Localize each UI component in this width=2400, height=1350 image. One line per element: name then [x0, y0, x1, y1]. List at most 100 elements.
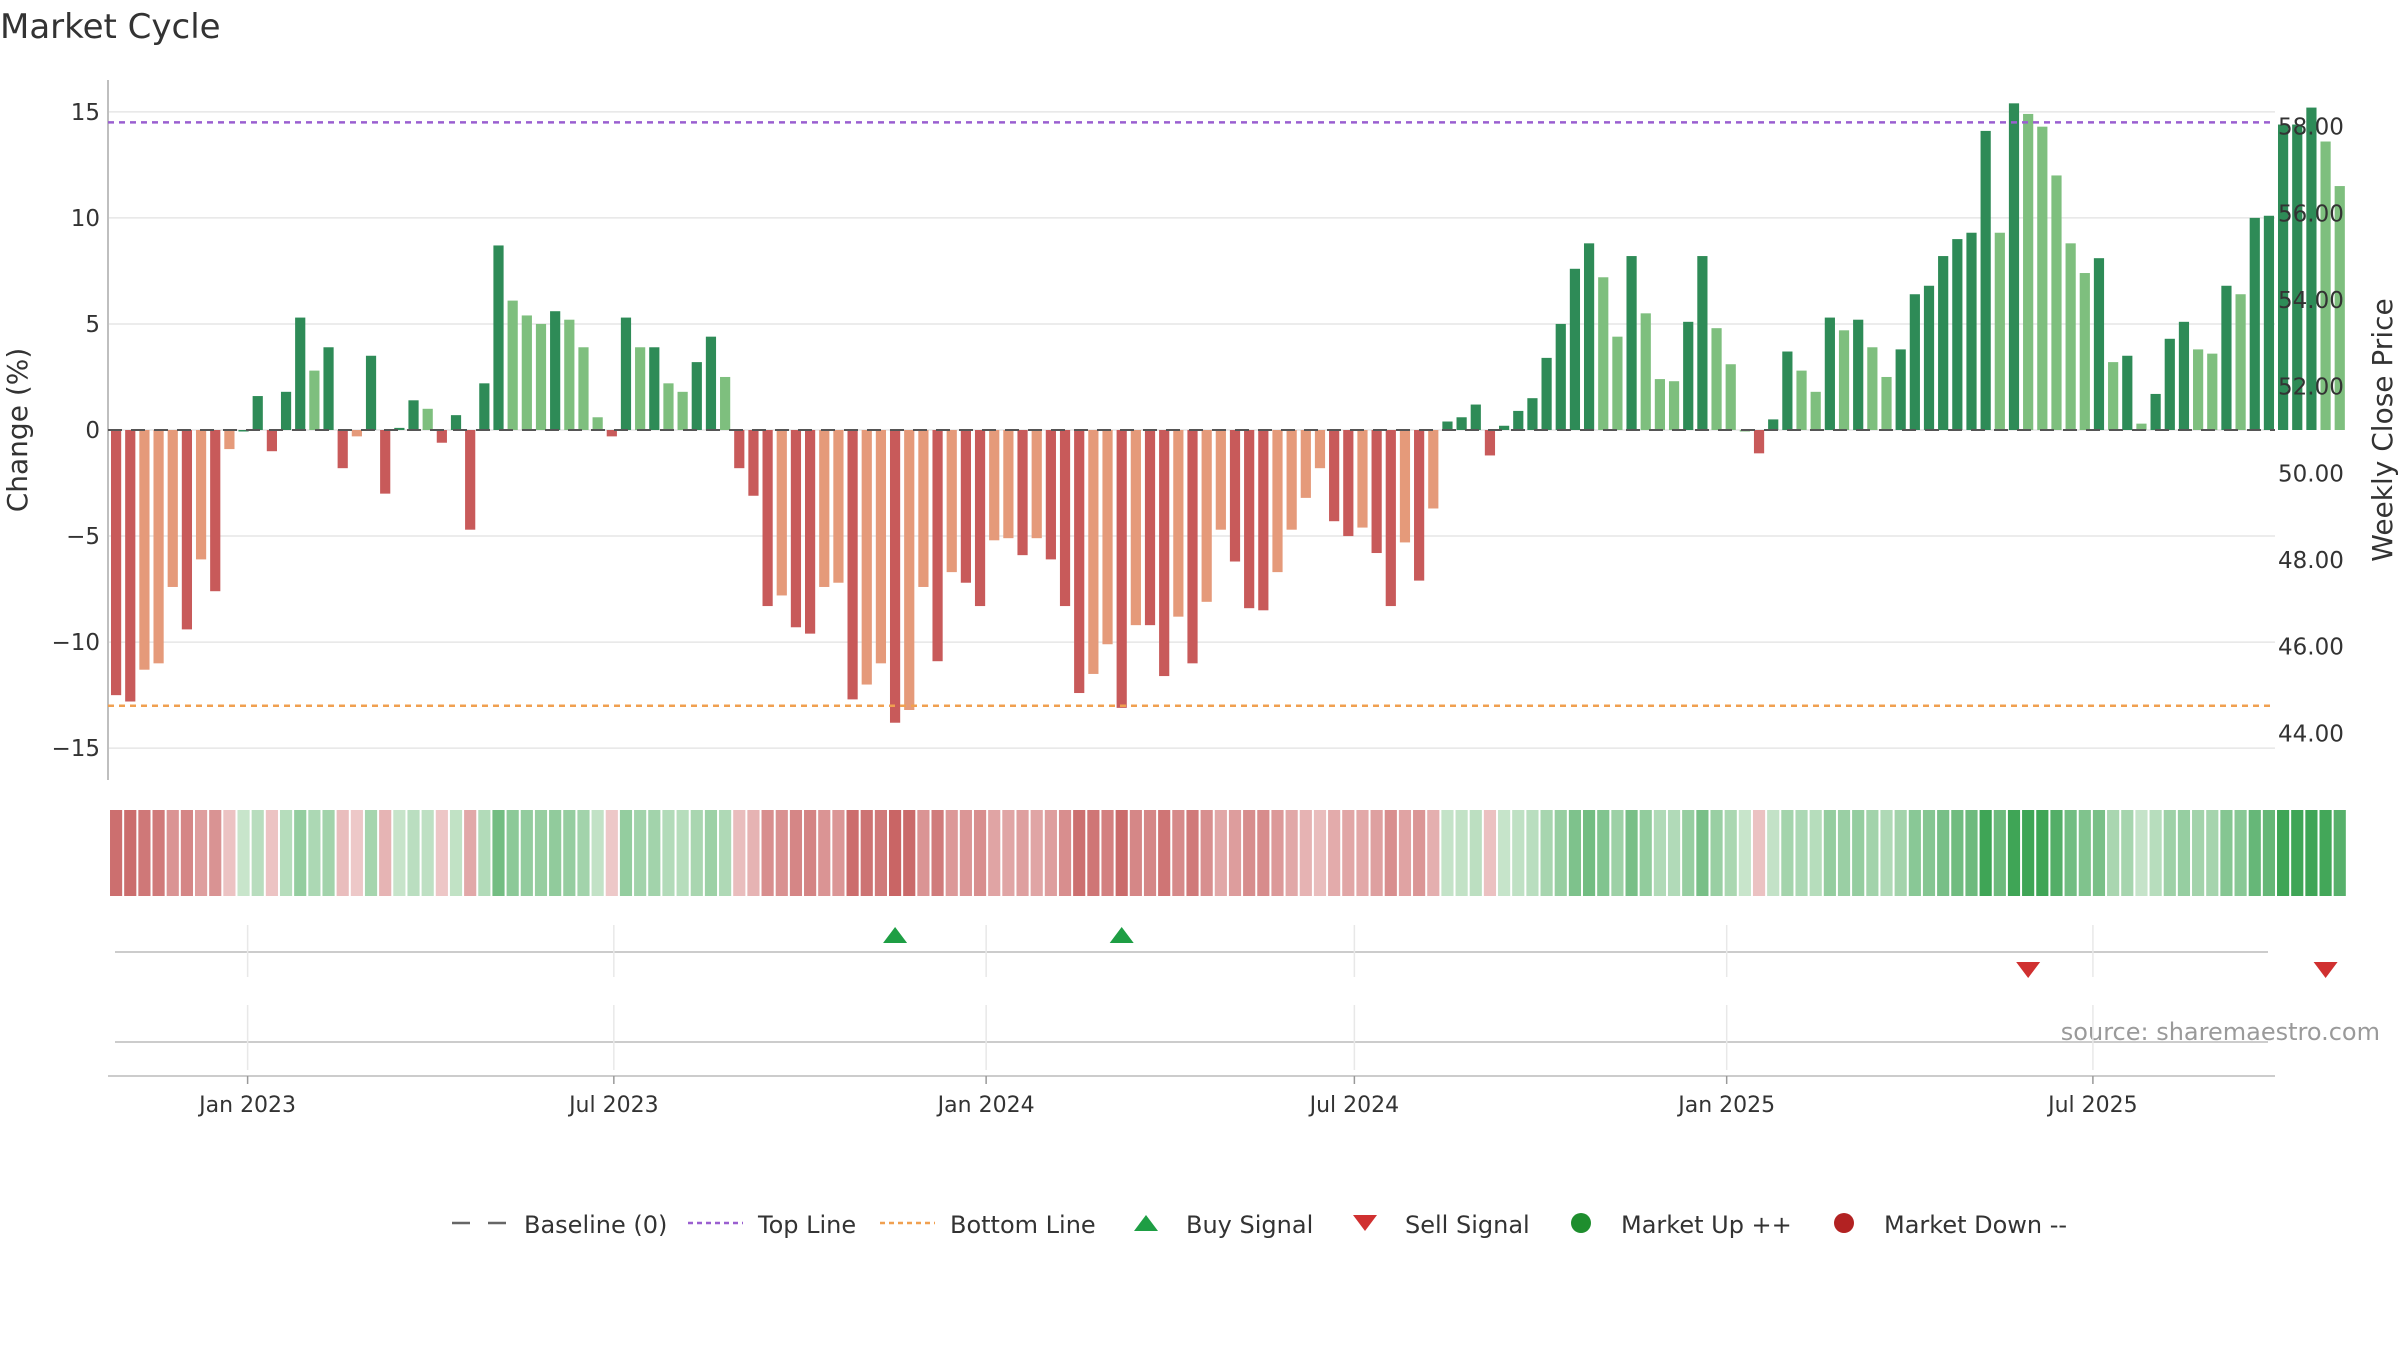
- bar: [1074, 430, 1085, 694]
- bar: [521, 315, 532, 430]
- heat-cell: [1809, 810, 1822, 896]
- bar: [337, 430, 348, 469]
- heat-cell: [1243, 810, 1256, 896]
- heat-cell: [1384, 810, 1397, 896]
- heat-cell: [1172, 810, 1185, 896]
- x-tick-label: Jan 2024: [936, 1093, 1035, 1118]
- bar: [1385, 430, 1396, 607]
- bar: [2164, 338, 2175, 430]
- heat-cell: [110, 810, 123, 896]
- bar: [1782, 351, 1793, 430]
- bar: [1442, 421, 1453, 430]
- y-tick-label: 5: [85, 312, 100, 338]
- heat-cell: [676, 810, 689, 896]
- heat-cell: [308, 810, 321, 896]
- bar: [479, 383, 490, 430]
- bar: [1130, 430, 1141, 626]
- bar: [2320, 141, 2331, 431]
- heat-cell: [1370, 810, 1383, 896]
- bar: [1796, 370, 1807, 430]
- heat-cell: [1115, 810, 1128, 896]
- signal-panel: [108, 925, 2338, 1084]
- heat-cell: [2078, 810, 2091, 896]
- bar: [2178, 321, 2190, 430]
- bar: [1314, 430, 1326, 469]
- y-right-tick-label: 46.00: [2278, 635, 2344, 661]
- y-tick-label: −5: [66, 524, 100, 550]
- y-tick-label: 0: [85, 418, 100, 444]
- bar-series: [110, 103, 2345, 723]
- heat-cell: [2149, 810, 2162, 896]
- heat-cell: [464, 810, 477, 896]
- heat-cell: [1398, 810, 1412, 896]
- heat-cell: [1044, 810, 1057, 896]
- bar: [649, 347, 660, 430]
- bar: [1640, 313, 1651, 430]
- heat-cell: [393, 810, 406, 896]
- heat-cell: [2206, 810, 2219, 896]
- bar: [1909, 294, 1920, 430]
- heat-cell: [1129, 810, 1142, 896]
- bar: [422, 408, 433, 430]
- heat-cell: [988, 810, 1001, 896]
- bar: [1017, 430, 1028, 556]
- heat-cell: [166, 810, 179, 896]
- heat-cell: [1710, 810, 1723, 896]
- heat-cell: [1030, 810, 1043, 896]
- bar: [110, 430, 122, 696]
- heat-cell: [648, 810, 661, 896]
- bar: [1569, 268, 1581, 430]
- heat-cell: [860, 810, 873, 896]
- heat-cell: [2291, 810, 2304, 896]
- bar: [805, 430, 816, 634]
- heat-cell: [818, 810, 831, 896]
- bar: [1598, 277, 1609, 430]
- bar: [436, 430, 447, 443]
- heat-cell: [1526, 810, 1539, 896]
- bar: [1583, 243, 1595, 430]
- heat-cell: [2022, 810, 2035, 896]
- bar: [507, 300, 518, 430]
- bar: [1612, 336, 1623, 430]
- x-tick-label: Jan 2025: [1676, 1093, 1775, 1118]
- heat-cell: [223, 810, 236, 896]
- bar: [139, 430, 150, 670]
- legend-sell-label: Sell Signal: [1405, 1211, 1530, 1239]
- heat-cell: [1186, 810, 1199, 896]
- y-right-tick-label: 54.00: [2278, 288, 2344, 314]
- bar: [1654, 379, 1666, 430]
- heat-cell: [1922, 810, 1936, 896]
- heat-cell: [1413, 810, 1426, 896]
- y-axis-right-title: Weekly Close Price: [2366, 298, 2399, 561]
- bar: [776, 430, 787, 596]
- y-axis-left-title: Change (%): [1, 348, 34, 513]
- y-right-tick-label: 56.00: [2278, 201, 2344, 227]
- heat-cell: [1073, 810, 1086, 896]
- heat-cell: [903, 810, 916, 896]
- bar: [1272, 430, 1283, 573]
- heat-cell: [1611, 810, 1624, 896]
- bar: [1244, 430, 1255, 609]
- bar: [1116, 430, 1127, 708]
- bar: [238, 430, 249, 432]
- bar: [1923, 285, 1935, 430]
- heat-cell: [520, 810, 533, 896]
- bar: [1229, 430, 1241, 562]
- bar: [309, 370, 320, 430]
- bar: [2008, 103, 2020, 430]
- bar: [1824, 317, 1835, 430]
- heat-cell: [931, 810, 944, 896]
- axis-ticks: 15 10 5 0 −15 −10 −5 58.00 56.00 54.00 52.00 50.00 4…: [51, 100, 2343, 1118]
- heat-cell: [1880, 810, 1893, 896]
- heat-cell: [1455, 810, 1468, 896]
- heat-cell: [138, 810, 151, 896]
- bar: [932, 430, 943, 662]
- heat-cell: [1951, 810, 1964, 896]
- bar: [1470, 404, 1481, 430]
- heat-cell: [1087, 810, 1100, 896]
- bar: [1938, 256, 1949, 430]
- heat-cell: [1016, 810, 1029, 896]
- heat-cell: [379, 810, 392, 896]
